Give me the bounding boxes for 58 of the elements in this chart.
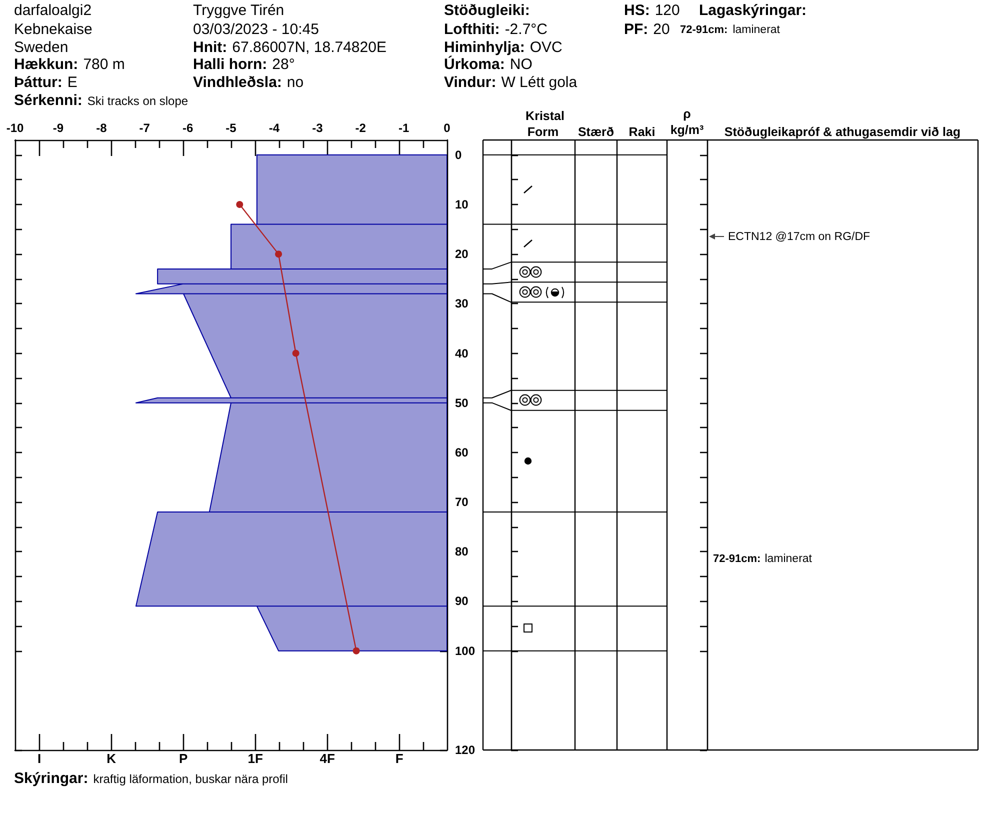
x2-tick-label: -5 <box>226 121 237 135</box>
text: ECTN12 @17cm on RG/DF <box>728 230 870 245</box>
text: ρ kg/m³ <box>669 106 705 138</box>
text: Lofthiti: -2.7°C <box>444 21 548 38</box>
y-tick-label: 120 <box>455 743 476 757</box>
text: Sweden <box>14 39 68 57</box>
y-tick-label: 70 <box>455 495 469 510</box>
text: Tryggve Tirén <box>193 2 284 20</box>
x2-tick-label: 0 <box>444 121 451 135</box>
text: PF: 20 <box>624 21 670 38</box>
y-tick-label: 50 <box>455 396 469 410</box>
text: 03/03/2023 - 10:45 <box>193 21 319 39</box>
text: Kristal <box>524 108 566 124</box>
x-tick-label: K <box>106 751 117 766</box>
x2-tick-label: -2 <box>355 121 366 135</box>
y-tick-label: 80 <box>455 544 469 559</box>
x2-tick-label: -7 <box>139 121 150 135</box>
x2-tick-label: -3 <box>312 121 324 135</box>
text: HS: 120 <box>624 2 680 19</box>
x-tick-label: P <box>178 751 188 766</box>
text: Úrkoma: NO <box>444 56 532 73</box>
x-tick-label: F <box>395 751 404 766</box>
text: Hækkun: 780 m <box>14 56 125 73</box>
y-tick-label: 10 <box>455 197 469 212</box>
x2-tick-label: -8 <box>96 121 108 135</box>
text: Raki <box>628 124 656 140</box>
x2-tick-label: -10 <box>6 121 24 135</box>
text: Kebnekaise <box>14 21 92 39</box>
y-tick-label: 100 <box>455 644 476 658</box>
y-tick-label: 40 <box>455 346 469 360</box>
x-tick-label: 4F <box>320 751 335 766</box>
y-tick-label: 30 <box>455 296 469 311</box>
text: Lagaskýringar: <box>699 2 807 19</box>
x2-tick-label: -6 <box>182 121 194 135</box>
y-tick-label: 60 <box>455 445 469 460</box>
text: Halli horn: 28° <box>193 56 295 73</box>
text: 72-91cm: laminerat <box>713 553 812 566</box>
text: Stöðugleikapróf & athugasemdir við lag <box>723 124 962 140</box>
text: Himinhylja: OVC <box>444 39 562 56</box>
text: Þáttur: E <box>14 74 78 91</box>
text: Vindhleðsla: no <box>193 74 304 91</box>
x-tick-label: 1F <box>248 751 263 766</box>
x2-tick-label: -4 <box>268 121 280 135</box>
text: Sérkenni: Ski tracks on slope <box>14 92 188 109</box>
text: Hnit: 67.86007N, 18.74820E <box>193 39 386 56</box>
text: Stærð <box>576 124 616 140</box>
text: Vindur: W Létt gola <box>444 74 578 91</box>
x-tick-label: I <box>37 751 42 766</box>
text: 72-91cm: laminerat <box>680 24 780 36</box>
x2-tick-label: -9 <box>52 121 64 135</box>
y-tick-label: 90 <box>455 594 469 608</box>
x2-tick-label: -1 <box>398 121 410 135</box>
text: darfaloalgi2 <box>14 2 92 20</box>
text: Skýringar: kraftig läformation, buskar nära profil <box>14 770 288 787</box>
text: Stöðugleiki: <box>444 2 530 19</box>
text: Form <box>526 124 560 140</box>
y-tick-label: 20 <box>455 247 469 262</box>
y-tick-label: 0 <box>455 148 462 162</box>
